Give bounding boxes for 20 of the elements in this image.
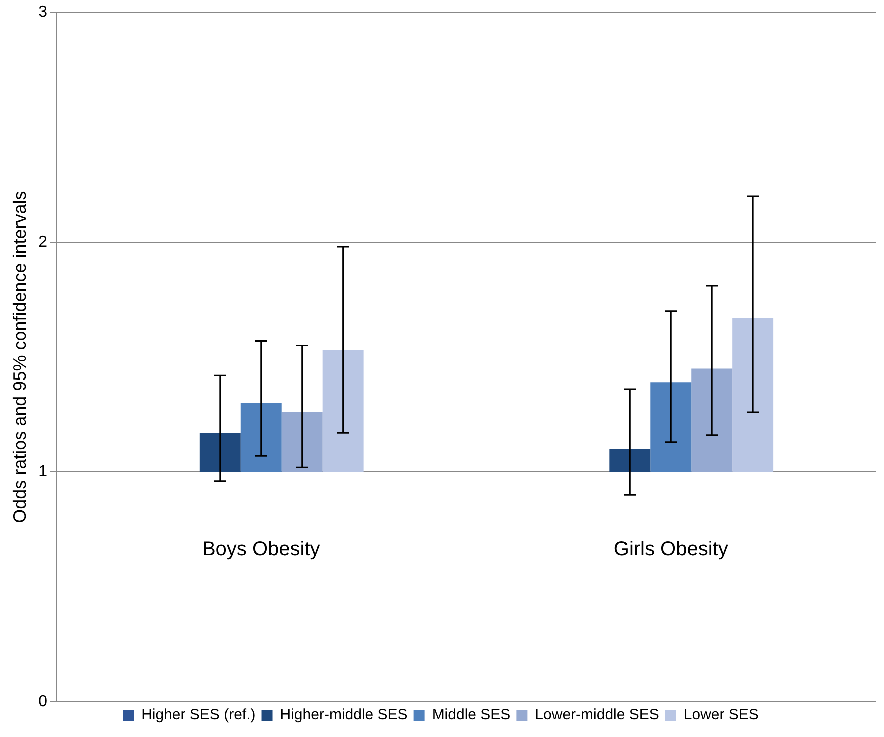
bar [610, 449, 651, 472]
bar [240, 403, 282, 472]
bar [692, 368, 733, 472]
bar [732, 318, 774, 472]
y-tick-label: 1 [38, 464, 48, 481]
legend-label: Higher SES (ref.) [142, 706, 256, 724]
legend-label: Lower SES [684, 706, 759, 724]
y-tick-label: 2 [38, 234, 48, 251]
y-tick-label: 3 [38, 4, 48, 22]
y-tick-label: 0 [38, 693, 48, 710]
legend-label: Higher-middle SES [280, 706, 408, 724]
x-tick-label: Girls Obesity [614, 538, 728, 561]
bar [282, 412, 323, 472]
y-axis-title: Odds ratios and 95% confidence intervals [10, 191, 30, 524]
bar [322, 350, 364, 472]
legend-label: Middle SES [432, 706, 511, 724]
legend-label: Lower-middle SES [535, 706, 660, 724]
bar [650, 382, 692, 472]
x-tick-label: Boys Obesity [202, 538, 320, 561]
bar [200, 433, 241, 472]
